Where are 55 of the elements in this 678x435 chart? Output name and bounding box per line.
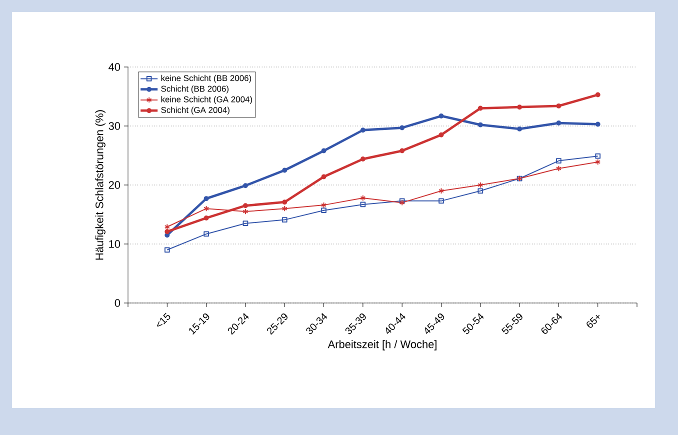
y-tick-label: 10 (109, 240, 120, 248)
point (204, 216, 209, 221)
point (360, 194, 366, 202)
point (595, 92, 600, 98)
point (164, 247, 170, 253)
point (556, 158, 562, 164)
point (556, 165, 562, 172)
point (282, 217, 288, 222)
point (242, 203, 248, 208)
point (282, 168, 288, 173)
legend-label: keine Schicht (BB 2006) (161, 74, 252, 83)
point (478, 106, 483, 111)
point (478, 182, 484, 188)
point (517, 126, 522, 132)
point (438, 113, 444, 118)
point (360, 156, 366, 162)
point (400, 148, 405, 154)
point (478, 188, 484, 194)
point (400, 125, 405, 130)
y-tick-label: 20 (108, 181, 120, 189)
y-tick-label: 0 (114, 299, 120, 307)
point (517, 104, 522, 110)
point (556, 103, 562, 108)
y-tick-label: 30 (108, 122, 120, 130)
point (438, 188, 444, 194)
point (556, 120, 562, 126)
point (204, 206, 210, 212)
x-axis-title: Arbeitszeit [h / Woche] (328, 340, 436, 350)
legend-label: keine Schicht (GA 2004) (161, 96, 252, 104)
y-tick-label: 40 (108, 63, 120, 71)
point (595, 153, 601, 159)
point (204, 231, 210, 237)
point (282, 206, 288, 212)
point (282, 200, 288, 205)
point (595, 122, 600, 127)
point (321, 202, 327, 208)
point (204, 196, 209, 202)
point (242, 220, 248, 226)
point (360, 202, 366, 208)
y-axis-title: Häufigkeit Schlafstörungen (%) (95, 110, 106, 260)
point (478, 122, 483, 128)
point (164, 232, 170, 238)
x-tick-label: 65+ (586, 314, 600, 328)
point (242, 183, 248, 188)
legend-label: Schicht (GA 2004) (161, 106, 230, 115)
point (321, 174, 326, 180)
x-tick-label: <15 (157, 312, 170, 327)
point (242, 208, 248, 215)
point (321, 148, 326, 154)
point (164, 229, 170, 234)
point (438, 198, 444, 204)
point (438, 132, 444, 138)
legend-label: Schicht (BB 2006) (161, 86, 228, 94)
point (321, 208, 326, 214)
point (360, 128, 366, 133)
